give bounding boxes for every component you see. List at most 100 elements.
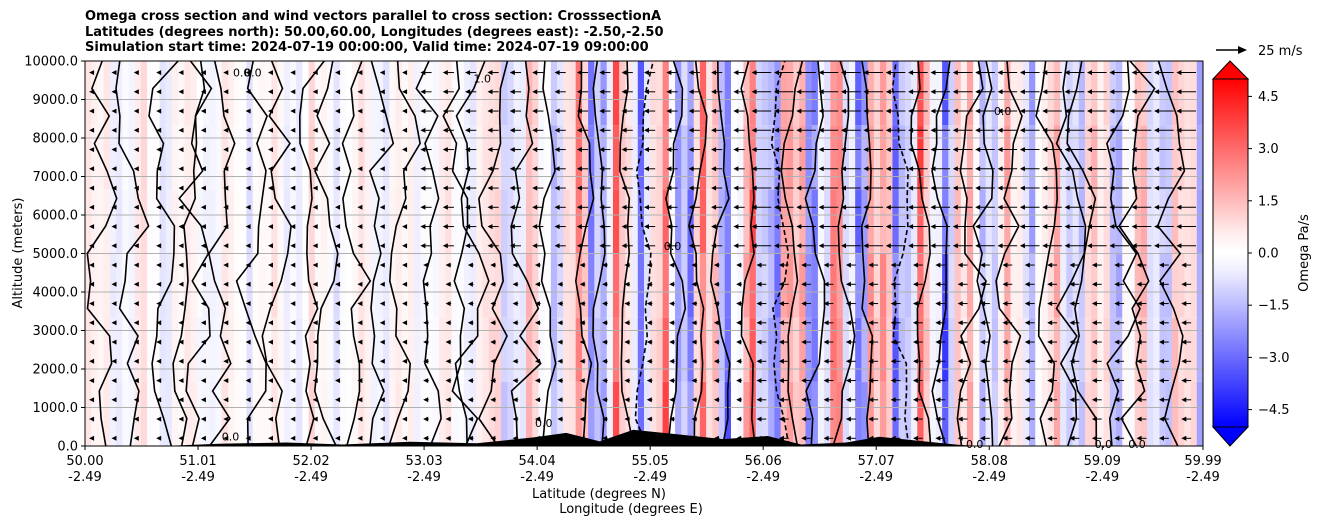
wind-vector-head xyxy=(733,89,739,95)
omega-cell xyxy=(780,317,788,382)
wind-vector-head xyxy=(1042,89,1048,95)
wind-vector-head xyxy=(1087,70,1092,76)
wind-vector-head xyxy=(467,397,473,403)
wind-vector-head xyxy=(1114,320,1120,326)
wind-vector-head xyxy=(200,70,206,76)
omega-cell xyxy=(1084,61,1092,126)
wind-vector-head xyxy=(1176,185,1182,191)
omega-cell xyxy=(1147,253,1154,318)
omega-cell xyxy=(656,125,664,190)
wind-vector-head xyxy=(335,320,341,326)
omega-cell xyxy=(333,189,341,254)
wind-vector-head xyxy=(691,416,697,422)
omega-cell xyxy=(383,189,390,254)
omega-cell xyxy=(886,253,894,318)
wind-vector-head xyxy=(379,89,385,95)
wind-vector-head xyxy=(133,435,139,441)
wind-vector-head xyxy=(957,320,963,326)
wind-vector-head xyxy=(335,166,341,172)
omega-cell xyxy=(271,253,279,318)
wind-vector-head xyxy=(200,224,206,230)
wind-vector-head xyxy=(935,416,941,422)
contour-line xyxy=(891,61,910,446)
wind-vector-head xyxy=(975,185,981,191)
wind-vector-head xyxy=(268,320,273,326)
wind-vector-head xyxy=(1159,358,1164,364)
omega-cell xyxy=(904,381,912,446)
wind-vector-head xyxy=(1069,301,1075,307)
wind-vector-head xyxy=(796,166,802,172)
wind-vector-head xyxy=(666,166,672,172)
wind-vector-head xyxy=(930,147,936,153)
omega-cell xyxy=(979,317,987,382)
omega-cell xyxy=(861,317,869,382)
omega-cell xyxy=(538,61,546,126)
wind-vector-head xyxy=(975,89,981,95)
wind-vector-head xyxy=(576,224,582,230)
wind-vector-head xyxy=(402,147,408,153)
wind-vector-head xyxy=(178,166,184,172)
wind-vector-head xyxy=(644,147,649,153)
wind-vector-head xyxy=(823,320,829,326)
wind-vector-head xyxy=(868,416,874,422)
wind-vector-head xyxy=(1047,435,1053,441)
wind-vector-head xyxy=(357,108,363,114)
wind-vector-head xyxy=(913,301,918,307)
omega-cell xyxy=(501,61,508,126)
wind-vector-head xyxy=(1064,127,1070,133)
wind-vector-head xyxy=(1136,320,1142,326)
wind-vector-head xyxy=(1042,243,1048,249)
omega-cell xyxy=(681,189,689,254)
omega-cell xyxy=(550,317,558,382)
wind-vector-head xyxy=(1154,166,1160,172)
wind-vector-head xyxy=(751,185,757,191)
wind-vector-head xyxy=(156,435,162,441)
omega-cell xyxy=(1060,381,1067,446)
wind-vector-head xyxy=(245,339,251,345)
wind-vector-head xyxy=(420,70,426,76)
wind-vector-head xyxy=(756,320,762,326)
wind-vector-head xyxy=(223,416,229,422)
omega-cell xyxy=(836,61,844,126)
wind-vector-head xyxy=(688,147,694,153)
wind-vector-head xyxy=(200,435,206,441)
wind-vector-head xyxy=(487,204,493,210)
wind-vector-head xyxy=(245,224,251,230)
omega-cell xyxy=(1109,189,1117,254)
wind-vector-head xyxy=(980,262,986,268)
wind-vector-head xyxy=(801,262,807,268)
wind-vector-head xyxy=(290,435,296,441)
omega-cell xyxy=(1184,61,1192,126)
wind-vector-head xyxy=(997,224,1003,230)
wind-vector-head xyxy=(756,397,762,403)
wind-vector-head xyxy=(402,416,408,422)
omega-cell xyxy=(153,189,161,254)
wind-vector-head xyxy=(930,166,936,172)
wind-vector-head xyxy=(1087,185,1092,191)
omega-cell xyxy=(743,189,751,254)
wind-vector-head xyxy=(1154,147,1160,153)
omega-cell xyxy=(786,61,794,126)
omega-cell xyxy=(842,61,850,126)
wind-vector-head xyxy=(312,70,318,76)
wind-vector-head xyxy=(223,358,229,364)
wind-vector-head xyxy=(442,127,448,133)
omega-cell xyxy=(880,189,887,254)
omega-cell xyxy=(507,317,515,382)
omega-cell xyxy=(1004,317,1012,382)
omega-cell xyxy=(196,317,204,382)
omega-cell xyxy=(1122,125,1130,190)
wind-vector-head xyxy=(133,185,139,191)
omega-cell xyxy=(457,381,465,446)
omega-cell xyxy=(227,189,235,254)
omega-cell xyxy=(252,189,260,254)
omega-cell xyxy=(1022,189,1030,254)
y-axis-label: Altitude (meters) xyxy=(11,198,26,309)
wind-vector-head xyxy=(402,358,408,364)
omega-cell xyxy=(581,125,589,190)
omega-cell xyxy=(153,61,161,126)
omega-cell xyxy=(283,61,291,126)
wind-vector-head xyxy=(156,204,162,210)
wind-vector-head xyxy=(1019,243,1025,249)
omega-cell xyxy=(1190,61,1198,126)
